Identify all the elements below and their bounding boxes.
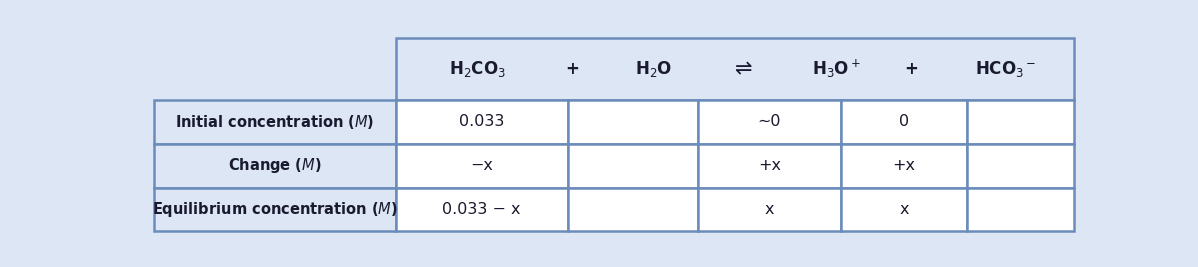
Text: +: + <box>904 60 918 78</box>
Bar <box>967 188 1073 231</box>
Text: x: x <box>764 202 774 217</box>
Text: +x: +x <box>758 158 781 173</box>
Bar <box>841 144 967 188</box>
Bar <box>568 188 697 231</box>
Bar <box>841 188 967 231</box>
Text: $\rightleftharpoons$: $\rightleftharpoons$ <box>731 59 752 79</box>
Text: H$_2$O: H$_2$O <box>635 59 672 79</box>
Text: 0.033: 0.033 <box>459 115 504 129</box>
Bar <box>841 100 967 144</box>
Text: Equilibrium concentration ($\mathbf{\it{M}}$): Equilibrium concentration ($\mathbf{\it{… <box>152 200 398 219</box>
Text: Initial concentration ($\mathbf{\it{M}}$): Initial concentration ($\mathbf{\it{M}}$… <box>175 113 375 131</box>
Bar <box>967 144 1073 188</box>
Bar <box>697 188 841 231</box>
Bar <box>568 144 697 188</box>
Bar <box>395 144 568 188</box>
Text: 0.033 − x: 0.033 − x <box>442 202 521 217</box>
Text: −x: −x <box>471 158 494 173</box>
Text: +x: +x <box>893 158 915 173</box>
Text: H$_2$CO$_3$: H$_2$CO$_3$ <box>448 59 506 79</box>
Bar <box>395 188 568 231</box>
Text: +: + <box>565 60 579 78</box>
Bar <box>697 144 841 188</box>
Bar <box>155 100 395 144</box>
Bar <box>568 100 697 144</box>
Bar <box>395 100 568 144</box>
Bar <box>395 38 1073 100</box>
Bar <box>967 100 1073 144</box>
Text: 0: 0 <box>898 115 909 129</box>
Bar <box>697 100 841 144</box>
Text: Change ($\mathbf{\it{M}}$): Change ($\mathbf{\it{M}}$) <box>229 156 322 175</box>
Text: x: x <box>900 202 909 217</box>
Bar <box>155 38 395 100</box>
Text: ∼0: ∼0 <box>758 115 781 129</box>
Bar <box>155 144 395 188</box>
Text: H$_3$O$^+$: H$_3$O$^+$ <box>812 58 861 80</box>
Bar <box>155 188 395 231</box>
Text: HCO$_3$$^-$: HCO$_3$$^-$ <box>975 59 1036 79</box>
